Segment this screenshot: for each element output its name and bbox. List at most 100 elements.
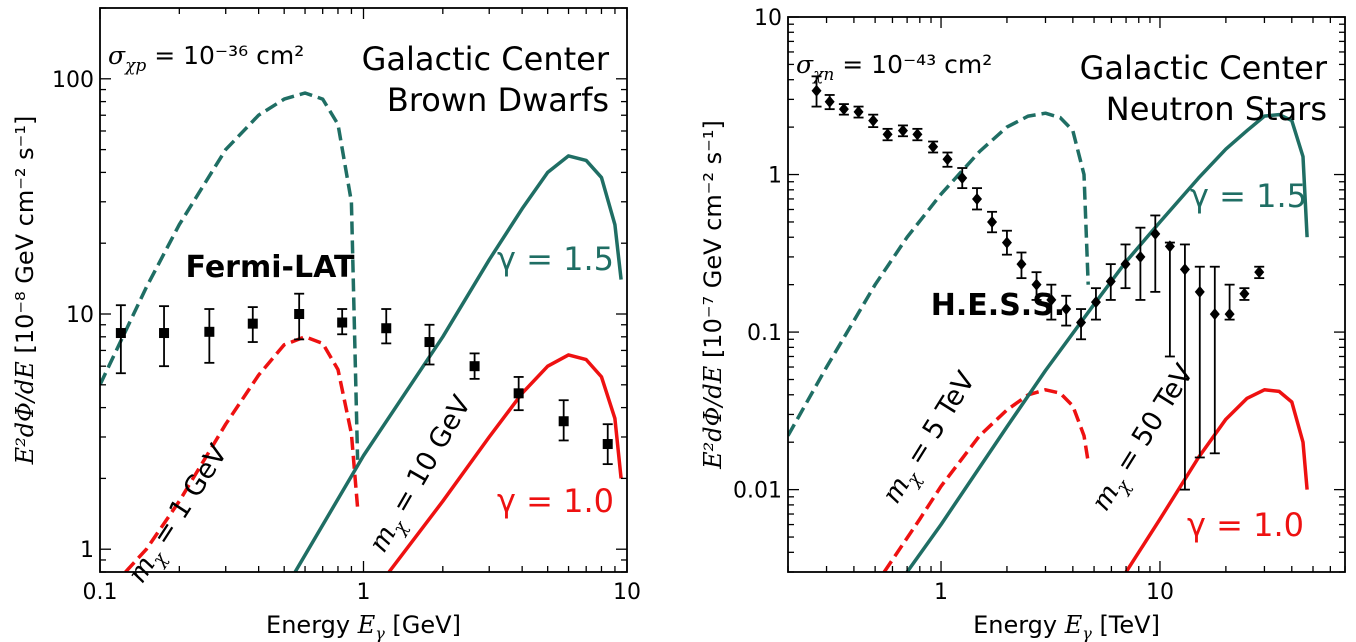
mass-label: mχ = 1 GeV <box>122 439 239 592</box>
y-axis-label-unit: [10⁻⁸ GeV cm⁻² s⁻¹] <box>11 116 39 362</box>
panel-title-line: Galactic Center <box>362 40 610 78</box>
x-tick-label: 1 <box>357 580 371 605</box>
data-point <box>1046 293 1057 306</box>
y-tick-label: 1 <box>80 538 94 563</box>
data-point <box>159 328 170 339</box>
data-point <box>912 128 923 141</box>
mass-label: mχ = 50 TeV <box>1086 359 1205 520</box>
data-point <box>1194 285 1205 298</box>
cross-section-value: = 10⁻⁴³ cm² <box>834 50 992 79</box>
data-point <box>838 103 849 116</box>
gamma-high-label: γ = 1.5 <box>497 240 614 278</box>
data-point <box>942 153 953 166</box>
curve-dashed-teal <box>788 111 1090 437</box>
y-tick-label: 0.1 <box>747 321 782 346</box>
x-axis-label-sub: γ <box>1082 624 1092 642</box>
data-point <box>469 361 480 372</box>
data-point <box>602 439 613 450</box>
data-point <box>1076 316 1087 329</box>
data-point <box>1254 266 1265 279</box>
x-tick-label: 0.1 <box>83 580 118 605</box>
data-point <box>1090 296 1101 309</box>
data-point <box>115 328 126 339</box>
cross-section-value: = 10⁻³⁶ cm² <box>146 41 304 70</box>
data-point <box>558 416 569 427</box>
cross-section-sub: χn <box>812 65 834 85</box>
data-point <box>1016 258 1027 271</box>
x-axis-label: Energy Eγ [TeV] <box>973 611 1160 642</box>
data-point <box>294 309 305 320</box>
y-axis-label-math: E²dΦ/dE <box>11 361 39 466</box>
panel-title-line: Neutron Stars <box>1106 90 1327 128</box>
data-point <box>247 318 258 329</box>
mass-label: mχ = 5 TeV <box>876 366 986 512</box>
plot-area <box>788 75 1309 572</box>
y-tick-label: 0.01 <box>733 479 782 504</box>
panel-title-line: Brown Dwarfs <box>387 81 609 119</box>
data-point <box>811 84 822 97</box>
data-point <box>824 95 835 108</box>
data-point <box>897 124 908 137</box>
gamma-low-label: γ = 1.0 <box>1187 506 1304 544</box>
gamma-low-label: γ = 1.0 <box>497 482 614 520</box>
x-axis-label-math: E <box>357 611 376 639</box>
gamma-high-label: γ = 1.5 <box>1190 177 1307 215</box>
mass-label-value: = 1 GeV <box>142 439 234 558</box>
data-point <box>882 128 893 141</box>
x-axis-label-math: E <box>1064 611 1083 639</box>
data-points <box>115 292 613 466</box>
x-tick-label: 10 <box>1146 580 1174 605</box>
y-axis-label-unit: [10⁻⁷ GeV cm⁻² s⁻¹] <box>699 120 727 366</box>
cross-section-label: σχn = 10⁻⁴³ cm² <box>796 50 992 85</box>
x-tick-label: 1 <box>934 580 948 605</box>
y-axis-label: E²dΦ/dE [10⁻⁷ GeV cm⁻² s⁻¹] <box>699 120 727 470</box>
x-axis-label: Energy Eγ [GeV] <box>266 611 461 642</box>
panel-brown-dwarfs: 0.1 1 10 1 10 100 Energy Eγ [GeV] E²dΦ/dE [10⁻⁸… <box>11 7 641 642</box>
cross-section-label: σχp = 10⁻³⁶ cm² <box>108 41 304 76</box>
x-axis-label-prefix: Energy <box>973 611 1065 639</box>
data-point <box>381 323 392 334</box>
y-tick-label: 10 <box>66 303 94 328</box>
curve-dashed-teal <box>100 91 360 460</box>
x-tick-label: 10 <box>613 580 641 605</box>
y-tick-label: 100 <box>52 68 94 93</box>
mass-label: mχ = 10 GeV <box>363 390 482 560</box>
plot-area <box>100 91 623 572</box>
y-tick-label: 10 <box>754 6 782 31</box>
curve-solid-red <box>1124 388 1309 572</box>
curve-solid-teal <box>905 112 1309 572</box>
data-point <box>1001 236 1012 249</box>
curve-dashed-red <box>124 335 360 572</box>
mass-label-value: = 50 TeV <box>1105 359 1200 486</box>
data-points <box>811 75 1265 491</box>
instrument-label: H.E.S.S. <box>931 288 1065 323</box>
data-point <box>1164 240 1175 253</box>
data-point <box>1150 227 1161 240</box>
data-point <box>1224 308 1235 321</box>
data-point <box>957 172 968 185</box>
data-point <box>513 388 524 399</box>
data-point <box>928 140 939 153</box>
y-tick-label: 1 <box>768 164 782 189</box>
plot-frame <box>787 16 1346 573</box>
curve-solid-red <box>387 353 623 572</box>
data-point <box>853 105 864 118</box>
data-point <box>1135 250 1146 263</box>
data-point <box>424 337 435 348</box>
panel-neutron-stars: 1 10 0.01 0.1 1 10 Energy Eγ [TeV] E²dΦ/dE [10⁻… <box>699 6 1346 642</box>
data-point <box>204 326 215 337</box>
x-axis-label-unit: [GeV] <box>385 611 461 639</box>
cross-section-sub: χp <box>124 56 146 76</box>
data-point <box>868 114 879 127</box>
y-axis-label-math: E²dΦ/dE <box>699 365 727 470</box>
data-point <box>1031 278 1042 291</box>
data-point <box>1179 263 1190 276</box>
cross-section-symbol: σ <box>796 50 814 79</box>
instrument-label: Fermi-LAT <box>186 250 355 285</box>
y-axis-label: E²dΦ/dE [10⁻⁸ GeV cm⁻² s⁻¹] <box>11 116 39 466</box>
data-point <box>1105 275 1116 288</box>
data-point <box>1061 303 1072 316</box>
data-point <box>337 317 348 328</box>
cross-section-symbol: σ <box>108 41 126 70</box>
x-axis-label-sub: γ <box>375 624 385 642</box>
